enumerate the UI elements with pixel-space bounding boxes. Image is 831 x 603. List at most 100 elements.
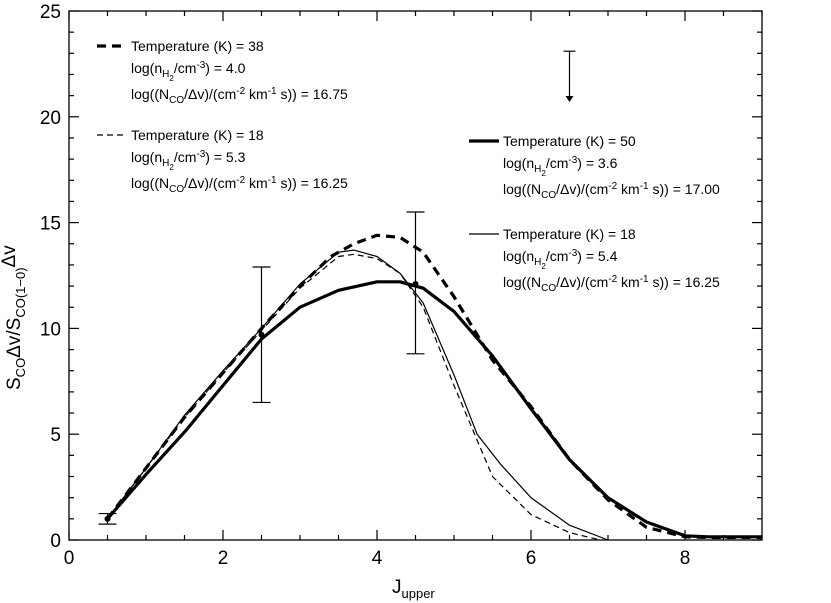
legend-temperature: Temperature (K) = 18 [131,127,264,143]
series-line-thick-dashed [106,233,762,540]
legend-density-sub: H [162,69,169,80]
y-label-sub1: CO [13,358,28,378]
legend-density-sup: -3 [196,149,205,160]
data-point [258,331,265,338]
legend-density: log(nH2/cm-3) = 5.3 [131,149,246,172]
series-line-thick-solid [106,280,762,539]
y-label-part1: S [4,377,25,390]
y-label-part3: Δv [0,245,20,268]
legend-column-mid2: km [245,86,268,102]
legend-density-subsub: 2 [541,169,546,178]
legend-density-pre: log(n [131,60,162,76]
legend-density-post: /cm [174,149,197,165]
legend-column: log((NCO/Δv)/(cm-2 km-1 s)) = 16.25 [131,175,348,195]
legend-column: log((NCO/Δv)/(cm-2 km-1 s)) = 16.25 [503,274,720,294]
legend-temperature: Temperature (K) = 18 [503,226,636,242]
legend-column-sup: -2 [236,86,245,97]
legend-column-sub: CO [541,283,556,294]
y-tick-label: 20 [40,108,61,129]
legend-density-sup: -3 [568,248,577,259]
upper-limit-arrowhead [565,95,574,102]
legend-density-post: /cm [546,248,569,264]
x-tick-label: 4 [372,548,383,569]
x-axis-label: Jupper [392,577,435,601]
x-tick-label: 6 [526,548,537,569]
legend-column-sup: -2 [608,274,617,285]
legend-column-sup2: -1 [268,86,277,97]
legend-density-end: ) = 5.4 [577,248,617,264]
legend-density-sup: -3 [568,155,577,166]
observations [98,50,576,525]
legend-column-sup: -2 [608,181,617,192]
legend-column-end: s)) = 16.25 [277,175,348,191]
series-line-thin-dashed [107,253,601,541]
legend-density: log(nH2/cm-3) = 3.6 [503,155,618,178]
legend-column: log((NCO/Δv)/(cm-2 km-1 s)) = 16.75 [131,86,348,106]
legend-density: log(nH2/cm-3) = 4.0 [131,60,246,83]
y-tick-label: 0 [50,531,61,552]
legend-column-pre: log((N [131,175,169,191]
x-tick-label: 2 [218,548,229,569]
legend-column-sub: CO [541,190,556,201]
y-tick-label: 10 [40,319,61,340]
y-tick-label: 25 [40,2,61,23]
legend-density-sub: H [534,164,541,175]
legend-density-end: ) = 5.3 [205,149,245,165]
y-tick-label: 5 [50,425,61,446]
x-axis-label-main: J [392,577,402,598]
legend-column-end: s)) = 16.75 [277,86,348,102]
legend-column-sup: -2 [236,175,245,186]
x-tick-label: 0 [64,548,75,569]
legend-density-pre: log(n [131,149,162,165]
legend-density-end: ) = 3.6 [577,155,617,171]
legend-column-sub: CO [169,184,184,195]
legend-column-mid: /Δv)/(cm [556,181,608,197]
legend-column-pre: log((N [503,181,541,197]
legend-temperature: Temperature (K) = 50 [503,133,636,149]
legend-column-mid2: km [617,274,640,290]
legend-column-mid: /Δv)/(cm [556,274,608,290]
model-curves [106,233,762,541]
data-point [412,280,419,287]
legend-column-mid2: km [245,175,268,191]
legend-column-sup2: -1 [640,181,649,192]
legend-density-sub: H [534,257,541,268]
legend-column-end: s)) = 16.25 [649,274,720,290]
legend-density: log(nH2/cm-3) = 5.4 [503,248,618,271]
y-label-part2: Δv/S [4,318,25,358]
series-line-thin-solid [107,249,609,541]
legend-column-pre: log((N [131,86,169,102]
legend-column-sup2: -1 [640,274,649,285]
data-point [104,515,111,522]
legend-density-pre: log(n [503,155,534,171]
x-tick-label: 8 [680,548,691,569]
legend-density-sub: H [162,158,169,169]
legend-density-subsub: 2 [169,74,174,83]
y-tick-label: 15 [40,214,61,235]
legend-column: log((NCO/Δv)/(cm-2 km-1 s)) = 17.00 [503,181,720,201]
legend-column-mid: /Δv)/(cm [184,86,236,102]
legend-column-pre: log((N [503,274,541,290]
legend-column-sub: CO [169,95,184,106]
legend-density-post: /cm [546,155,569,171]
legend-density-subsub: 2 [169,163,174,172]
legend-density-subsub: 2 [541,262,546,271]
legend-density-end: ) = 4.0 [205,60,245,76]
legend-column-end: s)) = 17.00 [649,181,720,197]
legend-density-pre: log(n [503,248,534,264]
x-axis-label-sub: upper [402,586,436,601]
legend-column-mid: /Δv)/(cm [184,175,236,191]
tick-labels: 0 2 4 6 8 0 5 10 15 20 25 [40,2,690,569]
legend-column-sup2: -1 [268,175,277,186]
legend-column-mid2: km [617,181,640,197]
legend-density-sup: -3 [196,60,205,71]
legend-density-post: /cm [174,60,197,76]
legend-temperature: Temperature (K) = 38 [131,38,264,54]
y-label-sub2: CO(1−0) [13,267,28,317]
